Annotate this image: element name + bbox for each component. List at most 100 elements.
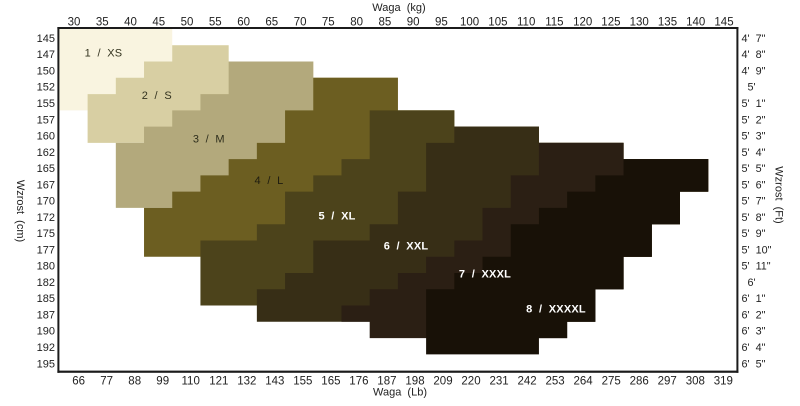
svg-text:85: 85	[379, 16, 392, 28]
svg-text:182: 182	[37, 277, 55, 289]
svg-text:4' 8": 4' 8"	[742, 49, 766, 61]
svg-text:5' 1": 5' 1"	[742, 98, 766, 110]
svg-text:70: 70	[294, 16, 307, 28]
svg-text:55: 55	[209, 16, 222, 28]
svg-text:195: 195	[37, 358, 55, 370]
svg-text:88: 88	[128, 376, 141, 388]
svg-text:253: 253	[546, 376, 565, 388]
svg-text:4' 9": 4' 9"	[742, 66, 766, 78]
svg-text:6' 1": 6' 1"	[742, 293, 766, 305]
svg-text:1 / XS: 1 / XS	[85, 48, 123, 60]
svg-text:209: 209	[433, 376, 452, 388]
svg-text:130: 130	[630, 16, 649, 28]
svg-text:297: 297	[658, 376, 677, 388]
svg-text:110: 110	[182, 376, 200, 388]
svg-text:8 / XXXXL: 8 / XXXXL	[526, 304, 586, 316]
svg-text:162: 162	[37, 147, 55, 159]
svg-text:5 / XL: 5 / XL	[318, 211, 355, 223]
svg-text:35: 35	[96, 16, 109, 28]
svg-text:170: 170	[37, 196, 55, 208]
svg-text:60: 60	[237, 16, 250, 28]
svg-text:155: 155	[293, 376, 312, 388]
svg-text:6' 3": 6' 3"	[742, 326, 766, 338]
svg-text:125: 125	[601, 16, 620, 28]
svg-text:147: 147	[37, 49, 55, 61]
svg-text:100: 100	[460, 16, 479, 28]
svg-text:176: 176	[349, 376, 368, 388]
svg-text:5' 3": 5' 3"	[742, 131, 766, 143]
svg-text:231: 231	[490, 376, 509, 388]
svg-text:115: 115	[545, 16, 563, 28]
svg-text:165: 165	[37, 163, 55, 175]
svg-text:105: 105	[488, 16, 507, 28]
svg-text:135: 135	[658, 16, 677, 28]
svg-text:5': 5'	[742, 82, 756, 94]
svg-text:90: 90	[407, 16, 420, 28]
svg-text:187: 187	[37, 310, 55, 322]
svg-text:77: 77	[100, 376, 113, 388]
svg-text:95: 95	[435, 16, 448, 28]
svg-text:5' 10": 5' 10"	[742, 244, 772, 256]
svg-text:5' 9": 5' 9"	[742, 228, 766, 240]
svg-text:110: 110	[517, 16, 535, 28]
svg-text:6 / XXL: 6 / XXL	[384, 241, 429, 253]
svg-text:4' 7": 4' 7"	[742, 33, 766, 45]
svg-text:65: 65	[265, 16, 278, 28]
svg-text:66: 66	[72, 376, 85, 388]
svg-text:5' 6": 5' 6"	[742, 179, 766, 191]
svg-text:155: 155	[37, 98, 55, 110]
svg-text:5' 4": 5' 4"	[742, 147, 766, 159]
svg-text:145: 145	[37, 33, 55, 45]
svg-text:143: 143	[265, 376, 284, 388]
svg-text:6' 4": 6' 4"	[742, 342, 766, 354]
svg-text:6': 6'	[742, 277, 756, 289]
svg-text:4 / L: 4 / L	[255, 175, 284, 187]
svg-text:319: 319	[714, 376, 733, 388]
svg-text:6' 2": 6' 2"	[742, 310, 766, 322]
svg-text:175: 175	[37, 228, 55, 240]
svg-text:275: 275	[602, 376, 621, 388]
svg-text:6' 5": 6' 5"	[742, 358, 766, 370]
svg-text:80: 80	[350, 16, 363, 28]
svg-text:120: 120	[573, 16, 592, 28]
svg-text:30: 30	[68, 16, 81, 28]
svg-text:160: 160	[37, 131, 55, 143]
svg-text:45: 45	[152, 16, 165, 28]
svg-text:165: 165	[321, 376, 340, 388]
svg-text:157: 157	[37, 114, 55, 126]
svg-text:185: 185	[37, 293, 55, 305]
svg-text:220: 220	[461, 376, 480, 388]
svg-text:5' 2": 5' 2"	[742, 114, 766, 126]
svg-text:Wzrost (cm): Wzrost (cm)	[14, 180, 26, 242]
svg-text:5' 5": 5' 5"	[742, 163, 766, 175]
svg-text:192: 192	[37, 342, 55, 354]
svg-text:167: 167	[37, 179, 55, 191]
svg-text:150: 150	[37, 66, 55, 78]
svg-text:75: 75	[322, 16, 335, 28]
svg-text:121: 121	[209, 376, 228, 388]
svg-text:308: 308	[686, 376, 705, 388]
svg-text:40: 40	[124, 16, 137, 28]
svg-text:198: 198	[405, 376, 424, 388]
svg-text:7 / XXXL: 7 / XXXL	[459, 269, 511, 281]
svg-text:180: 180	[37, 261, 55, 273]
svg-text:132: 132	[237, 376, 256, 388]
svg-text:286: 286	[630, 376, 649, 388]
svg-text:5' 11": 5' 11"	[742, 261, 771, 273]
svg-text:187: 187	[377, 376, 396, 388]
svg-text:Wzrost (Ft): Wzrost (Ft)	[773, 166, 785, 223]
svg-text:Waga (Lb): Waga (Lb)	[373, 386, 427, 398]
svg-text:99: 99	[156, 376, 169, 388]
svg-text:242: 242	[518, 376, 537, 388]
svg-text:5' 7": 5' 7"	[742, 196, 766, 208]
svg-text:177: 177	[37, 244, 55, 256]
svg-text:2 / S: 2 / S	[142, 90, 172, 102]
svg-text:145: 145	[714, 16, 733, 28]
svg-text:5' 8": 5' 8"	[742, 212, 766, 224]
svg-text:152: 152	[37, 82, 55, 94]
svg-text:140: 140	[686, 16, 705, 28]
svg-text:50: 50	[181, 16, 194, 28]
svg-text:172: 172	[37, 212, 55, 224]
svg-text:264: 264	[574, 376, 594, 388]
svg-text:Waga (kg): Waga (kg)	[372, 2, 425, 14]
